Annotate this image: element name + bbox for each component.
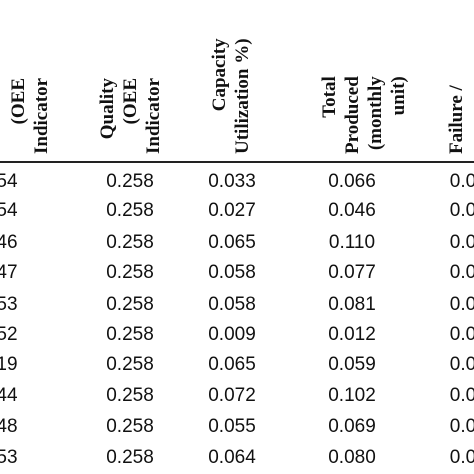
table-cell: 0.027 bbox=[208, 200, 256, 221]
table-cell: 0.009 bbox=[208, 324, 256, 345]
table-cell: 0.065 bbox=[208, 232, 256, 253]
table-cell: 0.102 bbox=[328, 385, 376, 406]
table-cell: 0.012 bbox=[328, 324, 376, 345]
table-row: 52 0.258 0.009 0.012 0.0 bbox=[0, 320, 474, 349]
table-cell: 0.0 bbox=[449, 294, 474, 315]
column-header-label: Capacity Utilization %) bbox=[209, 38, 253, 154]
table-cell: 0.258 bbox=[106, 262, 154, 283]
table-row: 53 0.258 0.064 0.080 0.0 bbox=[0, 443, 474, 472]
table-cell: 0.258 bbox=[106, 232, 154, 253]
table-cell: 0.064 bbox=[208, 447, 256, 468]
table-cell: 0.0 bbox=[449, 324, 474, 345]
table-cell: 0.0 bbox=[449, 232, 474, 253]
table-cell: 0.066 bbox=[328, 171, 376, 192]
column-header-label: Total Produced (monthly unit) bbox=[319, 76, 409, 154]
table-row: 48 0.258 0.055 0.069 0.0 bbox=[0, 412, 474, 441]
table-cell: 0.069 bbox=[328, 416, 376, 437]
table-cell: 0.0 bbox=[449, 447, 474, 468]
table-cell: 0.258 bbox=[106, 294, 154, 315]
table-cell: 47 bbox=[0, 262, 18, 283]
table-cell: 0.0 bbox=[449, 262, 474, 283]
table-cell: 53 bbox=[0, 447, 18, 468]
table-cell: 53 bbox=[0, 294, 18, 315]
table-cell: 0.258 bbox=[106, 416, 154, 437]
table-row: 44 0.258 0.072 0.102 0.0 bbox=[0, 381, 474, 410]
table-cell: 0.058 bbox=[208, 262, 256, 283]
table-cell: 0.0 bbox=[449, 171, 474, 192]
table-cell: 0.0 bbox=[449, 354, 474, 375]
table-cell: 54 bbox=[0, 200, 18, 221]
table-row: 54 0.258 0.033 0.066 0.0 bbox=[0, 167, 474, 196]
table-cell: 0.033 bbox=[208, 171, 256, 192]
table-cell: 54 bbox=[0, 171, 18, 192]
table-cell: 0.258 bbox=[106, 200, 154, 221]
table-cell: 0.258 bbox=[106, 354, 154, 375]
table-cell: 52 bbox=[0, 324, 18, 345]
column-header-label: (OEE Indicator bbox=[8, 78, 52, 154]
table-cell: 0.077 bbox=[328, 262, 376, 283]
table-cell: 0.072 bbox=[208, 385, 256, 406]
table-cell: 48 bbox=[0, 416, 18, 437]
table-cell: 0.080 bbox=[328, 447, 376, 468]
table-cell: 0.058 bbox=[208, 294, 256, 315]
table-cell: 0.258 bbox=[106, 324, 154, 345]
table-cell: 0.0 bbox=[449, 385, 474, 406]
table-cell: 0.046 bbox=[328, 200, 376, 221]
table-cell: 0.0 bbox=[449, 200, 474, 221]
table-cell: 0.0 bbox=[449, 416, 474, 437]
table-row: 47 0.258 0.058 0.077 0.0 bbox=[0, 258, 474, 287]
table-row: 46 0.258 0.065 0.110 0.0 bbox=[0, 228, 474, 257]
table-cell: 44 bbox=[0, 385, 18, 406]
table-cell: 0.110 bbox=[328, 232, 376, 253]
table-cell: 0.258 bbox=[106, 171, 154, 192]
column-header-label: Failure / bbox=[446, 85, 467, 154]
table-cell: 0.258 bbox=[106, 447, 154, 468]
table-cell: 0.258 bbox=[106, 385, 154, 406]
table-cell: 0.059 bbox=[328, 354, 376, 375]
table-row: 19 0.258 0.065 0.059 0.0 bbox=[0, 350, 474, 379]
table-row: 53 0.258 0.058 0.081 0.0 bbox=[0, 290, 474, 319]
table-cell: 0.081 bbox=[328, 294, 376, 315]
header-divider bbox=[0, 161, 474, 163]
table-cell: 19 bbox=[0, 354, 18, 375]
table-cell: 0.065 bbox=[208, 354, 256, 375]
table-cell: 0.055 bbox=[208, 416, 256, 437]
table-cell: 46 bbox=[0, 232, 18, 253]
column-header-label: Quality (OEE Indicator bbox=[97, 78, 164, 154]
table-row: 54 0.258 0.027 0.046 0.0 bbox=[0, 196, 474, 225]
